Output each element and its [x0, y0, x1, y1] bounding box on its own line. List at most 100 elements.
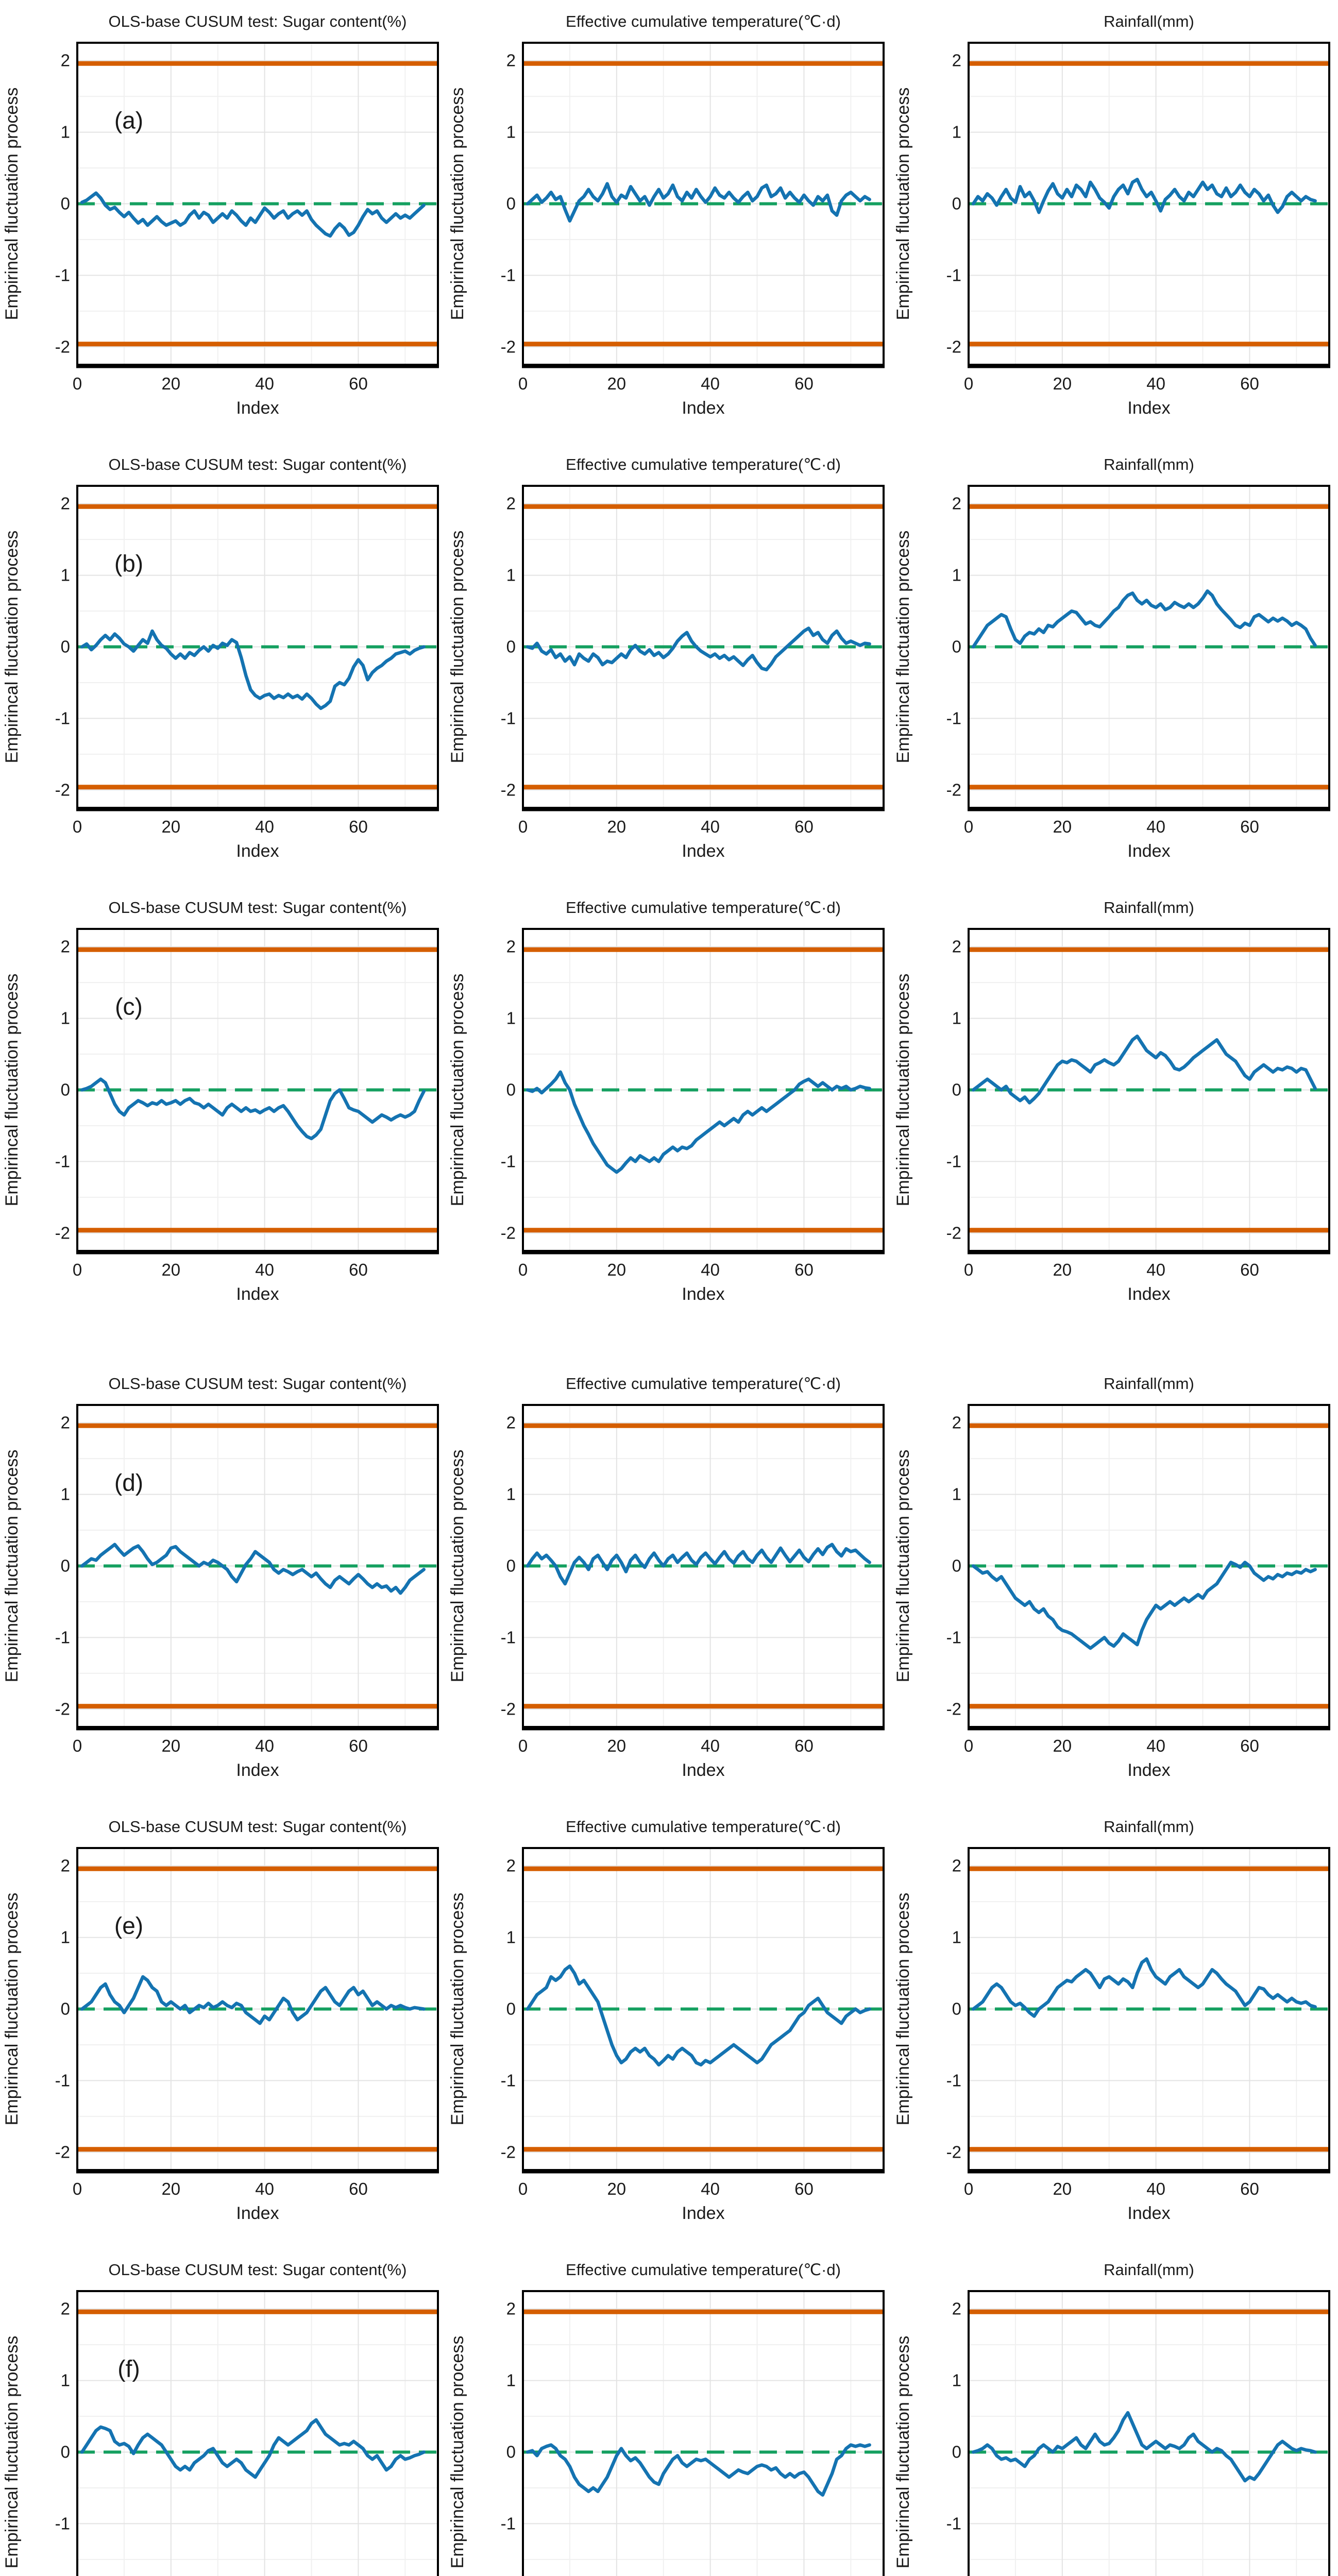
y-tick-label: 1 — [952, 1928, 961, 1947]
y-tick-label: 2 — [952, 51, 961, 70]
x-tick-label: 0 — [518, 2179, 528, 2198]
y-axis-title: Empirincal fluctuation process — [448, 1893, 467, 2126]
y-tick-label: -1 — [501, 2514, 516, 2533]
x-tick-label: 0 — [964, 1736, 973, 1755]
y-tick-label: -1 — [501, 2071, 516, 2090]
x-tick-label: 20 — [607, 1736, 626, 1755]
y-tick-label: 0 — [952, 1556, 961, 1575]
panel-title: OLS-base CUSUM test: Sugar content(%) — [109, 455, 407, 473]
cusum-process-line — [526, 1964, 871, 2067]
y-axis-title: Empirincal fluctuation process — [448, 2336, 467, 2569]
x-axis-title: Index — [1127, 1760, 1170, 1778]
plot-frame — [968, 928, 1330, 1252]
x-tick-label: 0 — [73, 1736, 82, 1755]
y-tick-label: 2 — [61, 494, 70, 513]
panel-title: OLS-base CUSUM test: Sugar content(%) — [109, 2261, 407, 2279]
x-axis-title: Index — [1127, 1284, 1170, 1302]
y-tick-label: 2 — [506, 1856, 516, 1875]
x-tick-label: 40 — [1146, 2179, 1165, 2198]
plot-frame — [76, 42, 439, 366]
panel-title: Effective cumulative temperature(℃·d) — [566, 1818, 841, 1836]
y-tick-label: 2 — [506, 51, 516, 70]
y-tick-label: -2 — [501, 780, 516, 799]
panel-svg: OLS-base CUSUM test: Sugar content(%) (f)… — [2, 2261, 439, 2576]
panel-svg: Effective cumulative temperature(℃·d) -2 -… — [448, 455, 885, 861]
y-tick-label: -2 — [946, 2142, 961, 2161]
cusum-process-line — [80, 1975, 426, 2025]
x-tick-label: 20 — [161, 1736, 180, 1755]
cusum-panel: Effective cumulative temperature(℃·d)-2-… — [446, 890, 891, 1304]
plot-frame — [76, 485, 439, 809]
y-tick-label: -1 — [55, 2071, 70, 2090]
x-tick-label: 40 — [1146, 1260, 1165, 1279]
plot-frame — [968, 485, 1330, 809]
panel-title: Effective cumulative temperature(℃·d) — [566, 2261, 841, 2279]
y-tick-label: 1 — [61, 1485, 70, 1504]
y-tick-label: 0 — [61, 2443, 70, 2462]
y-tick-label: 1 — [61, 1928, 70, 1947]
y-tick-label: 0 — [506, 637, 516, 656]
x-tick-label: 0 — [73, 1260, 82, 1279]
y-tick-label: -1 — [55, 708, 70, 727]
panel-title: OLS-base CUSUM test: Sugar content(%) — [109, 899, 407, 917]
panel-title: Effective cumulative temperature(℃·d) — [566, 455, 841, 473]
x-tick-label: 20 — [607, 817, 626, 836]
y-tick-label: 2 — [61, 2299, 70, 2318]
cusum-panel: OLS-base CUSUM test: Sugar content(%) (b)… — [0, 447, 446, 861]
x-tick-label: 0 — [964, 374, 973, 393]
x-tick-label: 60 — [349, 374, 368, 393]
panel-svg: OLS-base CUSUM test: Sugar content(%) (a)… — [2, 12, 439, 418]
plot-frame — [968, 1847, 1330, 2171]
y-tick-label: -1 — [501, 708, 516, 727]
y-tick-label: 2 — [952, 1413, 961, 1432]
x-axis-title: Index — [682, 1284, 724, 1302]
cusum-panel: Effective cumulative temperature(℃·d)-2-… — [446, 2252, 891, 2576]
y-tick-label: -2 — [501, 2142, 516, 2161]
plot-frame — [76, 2290, 439, 2576]
cusum-panel: Effective cumulative temperature(℃·d) -2 -… — [446, 447, 891, 861]
cusum-process-line — [80, 1543, 426, 1595]
panel-title: OLS-base CUSUM test: Sugar content(%) — [109, 1818, 407, 1836]
y-axis-title: Empirincal fluctuation process — [448, 531, 467, 764]
y-tick-label: 2 — [952, 2299, 961, 2318]
x-tick-label: 20 — [607, 1260, 626, 1279]
cusum-process-line — [526, 1070, 871, 1174]
x-tick-label: 60 — [794, 1260, 814, 1279]
y-tick-label: -2 — [55, 1699, 70, 1718]
y-axis-title: Empirincal fluctuation process — [448, 1450, 467, 1683]
x-tick-label: 60 — [1240, 1736, 1259, 1755]
chart-row-d: OLS-base CUSUM test: Sugar content(%) (d)… — [0, 1366, 1338, 1780]
y-tick-label: 1 — [506, 1009, 516, 1028]
y-tick-label: -1 — [55, 265, 70, 284]
y-axis-title: Empirincal fluctuation process — [2, 88, 22, 320]
x-tick-label: 40 — [1146, 374, 1165, 393]
panel-svg: Effective cumulative temperature(℃·d) -2 -… — [448, 1818, 885, 2223]
y-tick-label: -2 — [55, 2142, 70, 2161]
chart-row-a: OLS-base CUSUM test: Sugar content(%) (a)… — [0, 4, 1338, 418]
panel-svg: OLS-base CUSUM test: Sugar content(%) (b)… — [2, 455, 439, 861]
y-axis-title: Empirincal fluctuation process — [893, 531, 913, 764]
x-tick-label: 20 — [161, 817, 180, 836]
cusum-panel: OLS-base CUSUM test: Sugar content(%) (c)… — [0, 890, 446, 1304]
x-tick-label: 60 — [349, 1260, 368, 1279]
y-tick-label: -2 — [55, 337, 70, 356]
x-tick-label: 40 — [1146, 817, 1165, 836]
x-tick-label: 60 — [1240, 817, 1259, 836]
panel-svg: OLS-base CUSUM test: Sugar content(%) (e)… — [2, 1818, 439, 2223]
plot-frame — [522, 2290, 885, 2576]
y-tick-label: 1 — [506, 1928, 516, 1947]
x-tick-label: 0 — [518, 374, 528, 393]
y-tick-label: 2 — [952, 1856, 961, 1875]
y-tick-label: 2 — [506, 2299, 516, 2318]
y-tick-label: -1 — [946, 2514, 961, 2533]
x-tick-label: 60 — [794, 817, 814, 836]
plot-frame — [968, 2290, 1330, 2576]
row-label: (d) — [114, 1469, 143, 1496]
y-axis-title: Empirincal fluctuation process — [893, 88, 913, 320]
x-tick-label: 40 — [701, 1260, 720, 1279]
x-tick-label: 60 — [794, 1736, 814, 1755]
x-tick-label: 20 — [1053, 817, 1072, 836]
